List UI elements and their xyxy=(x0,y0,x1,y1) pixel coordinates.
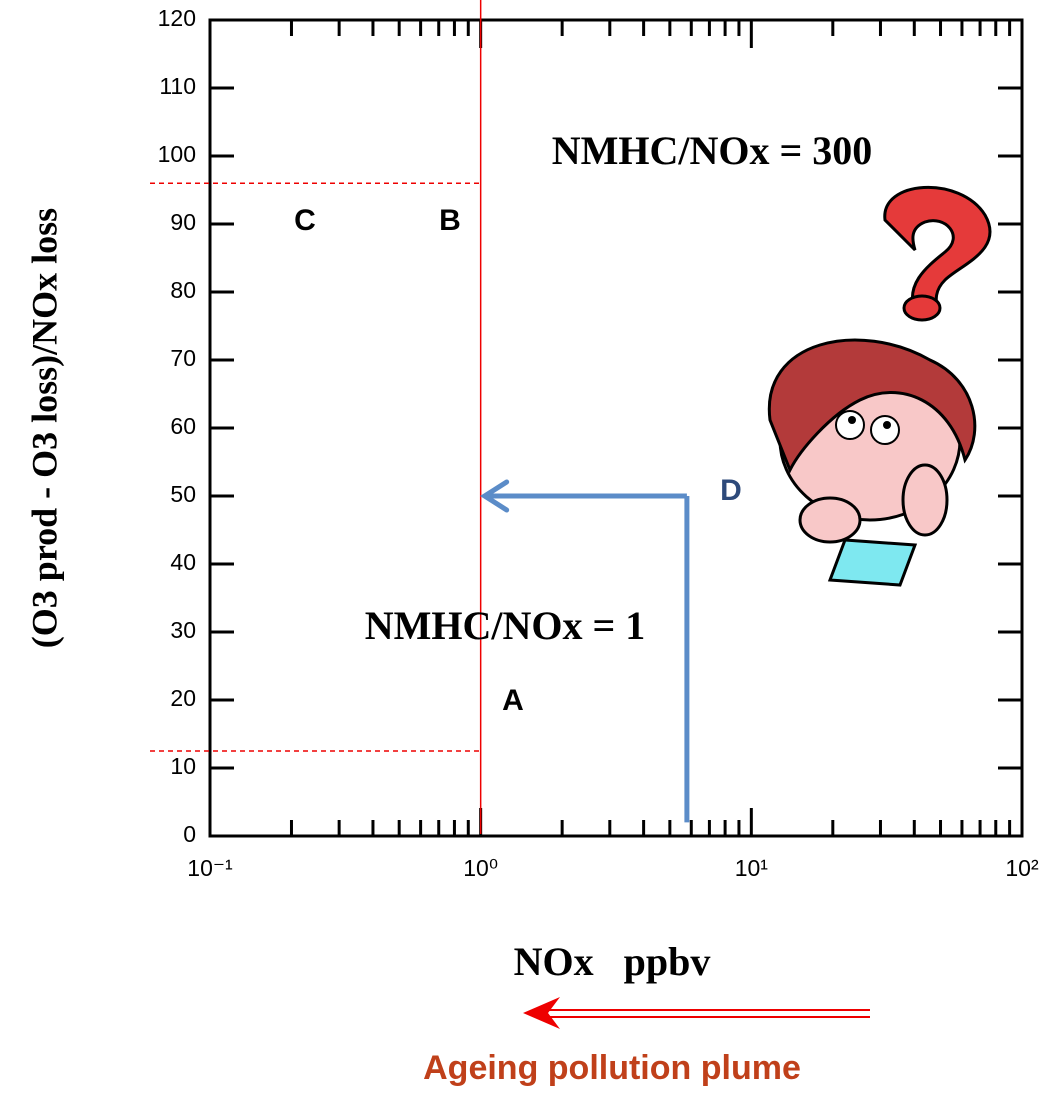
y-tick-label: 80 xyxy=(170,277,196,303)
x-tick-label: 10⁰ xyxy=(463,855,498,881)
x-axis-label: NOx ppbv xyxy=(514,939,711,984)
arrow-head xyxy=(480,479,510,513)
point-label: B xyxy=(439,204,461,237)
plume-arrow xyxy=(523,997,870,1029)
y-tick-label: 70 xyxy=(170,345,196,371)
caption: Ageing pollution plume xyxy=(423,1049,801,1087)
y-tick-label: 20 xyxy=(170,685,196,711)
thinking-cartoon xyxy=(767,185,992,587)
x-tick-label: 10⁻¹ xyxy=(187,855,233,881)
y-tick-label: 120 xyxy=(158,5,196,31)
y-tick-label: 40 xyxy=(170,549,196,575)
y-tick-label: 10 xyxy=(170,753,196,779)
point-label: D xyxy=(720,474,742,507)
y-tick-label: 110 xyxy=(159,73,196,99)
y-tick-label: 60 xyxy=(170,413,196,439)
point-label: A xyxy=(502,684,524,717)
y-tick-label: 30 xyxy=(170,617,196,643)
y-axis-label: (O3 prod - O3 loss)/NOx loss xyxy=(24,208,64,648)
series-label: NMHC/NOx = 300 xyxy=(552,128,873,173)
y-tick-label: 90 xyxy=(170,209,196,235)
x-tick-label: 10² xyxy=(1005,855,1039,881)
x-tick-label: 10¹ xyxy=(735,855,769,881)
y-tick-label: 0 xyxy=(183,821,196,847)
y-tick-label: 100 xyxy=(158,141,196,167)
series-label: NMHC/NOx = 1 xyxy=(365,603,646,648)
y-tick-label: 50 xyxy=(170,481,196,507)
point-label: C xyxy=(294,204,316,237)
